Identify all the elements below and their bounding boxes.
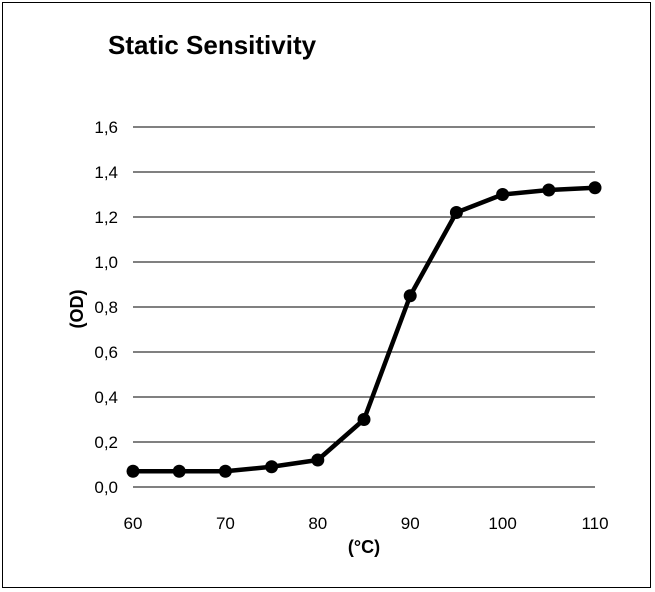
- y-tick-label: 1,2: [94, 208, 118, 227]
- data-point: [357, 413, 371, 426]
- y-tick-label: 0,2: [94, 433, 118, 452]
- chart-title: Static Sensitivity: [108, 30, 317, 60]
- data-point: [403, 289, 417, 303]
- y-tick-label: 1,0: [94, 253, 118, 272]
- x-tick-label: 100: [488, 514, 516, 533]
- data-point: [588, 181, 602, 195]
- y-tick-label: 1,4: [94, 163, 118, 182]
- x-tick-label: 70: [216, 514, 235, 533]
- data-point: [126, 464, 140, 478]
- data-point: [218, 464, 232, 478]
- data-point: [496, 188, 510, 201]
- x-tick-labels: 60 70 80 90 100 110: [124, 514, 609, 533]
- y-tick-label: 0,8: [94, 298, 118, 317]
- y-tick-label: 0,0: [94, 478, 118, 497]
- data-point: [265, 460, 279, 474]
- data-point: [449, 206, 463, 219]
- series-line: [130, 185, 598, 474]
- x-tick-label: 80: [308, 514, 327, 533]
- y-tick-label: 0,6: [94, 343, 118, 362]
- data-point: [172, 464, 186, 478]
- data-point: [311, 453, 325, 467]
- x-tick-label: 60: [124, 514, 143, 533]
- gridlines: [133, 126, 595, 488]
- data-point: [542, 183, 556, 197]
- x-tick-label: 90: [401, 514, 420, 533]
- y-axis-label: (OD): [67, 290, 87, 329]
- x-axis-label: (°C): [348, 537, 380, 557]
- series-layer: [126, 181, 602, 478]
- x-tick-label: 110: [581, 514, 608, 533]
- y-tick-label: 0,4: [94, 388, 118, 407]
- y-tick-labels: 0,0 0,2 0,4 0,6 0,8 1,0 1,2 1,4 1,6: [94, 118, 118, 497]
- y-tick-label: 1,6: [94, 118, 118, 137]
